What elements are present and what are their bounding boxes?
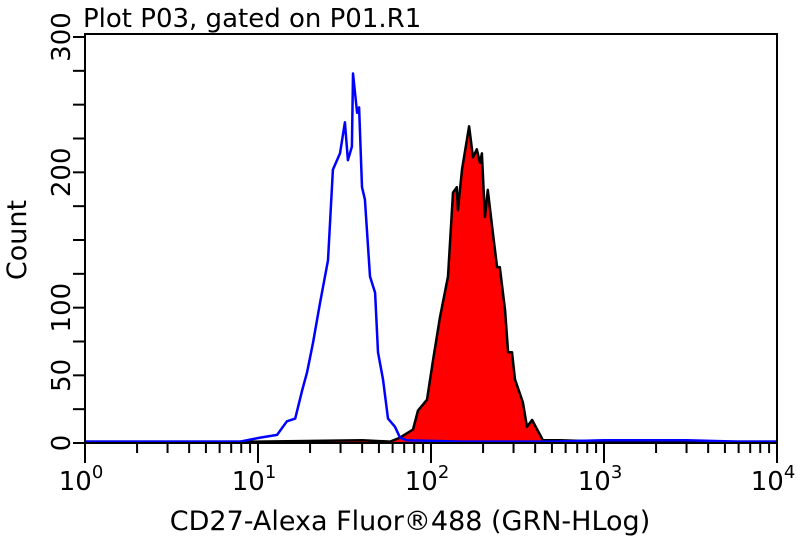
chart-title: Plot P03, gated on P01.R1: [83, 4, 421, 34]
y-axis-label: Count: [2, 200, 33, 280]
x-tick-label: 101: [232, 462, 277, 497]
x-tick-label: 100: [59, 462, 104, 497]
x-tick-label: 102: [405, 462, 450, 497]
y-tick-label: 0: [47, 435, 77, 452]
y-tick-label: 100: [47, 283, 77, 333]
y-axis: 0 50 100 200 300: [47, 12, 85, 451]
y-tick-label: 300: [47, 12, 77, 62]
x-axis: 100 101 102 103 104: [59, 443, 796, 497]
x-axis-label: CD27-Alexa Fluor®488 (GRN-HLog): [170, 506, 650, 537]
x-tick-label: 104: [751, 462, 796, 497]
series-0-line: [85, 72, 777, 443]
series-1-fill: [85, 126, 777, 444]
x-tick-label: 103: [578, 462, 623, 497]
y-tick-label: 200: [47, 148, 77, 198]
series-1-outline: [85, 125, 777, 443]
plot-area: [85, 72, 777, 444]
y-tick-label: 50: [47, 359, 77, 392]
